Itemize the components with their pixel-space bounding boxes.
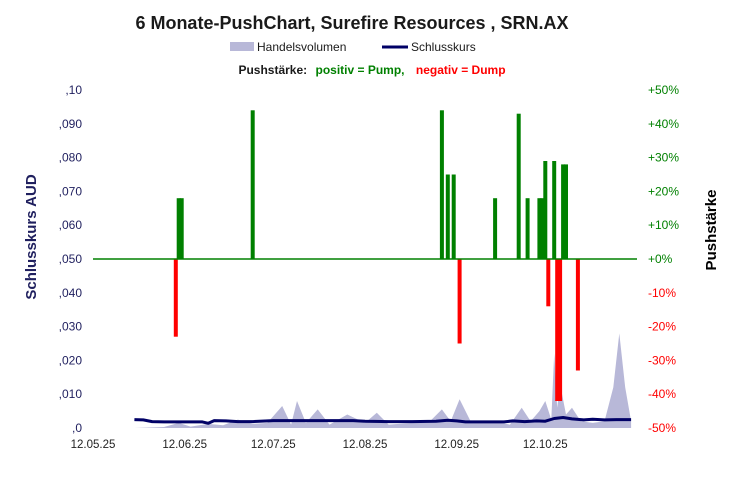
- subtitle-negative: negativ = Dump: [416, 63, 506, 77]
- right-axis-ticks: -50% -40% -30% -20% -10% +0% +10% +20% +30% +40% +…: [648, 83, 679, 435]
- push-bar-dump-20: [575, 259, 580, 371]
- push-bar-pump-13: [543, 161, 548, 259]
- price-line: [134, 416, 632, 425]
- push-bars-layer: [173, 110, 580, 401]
- push-bar-pump-6: [451, 174, 456, 259]
- y-axis-left-title: Schlusskurs AUD: [23, 174, 40, 299]
- left-tick-label: ,010: [59, 387, 83, 401]
- push-bar-pump-3: [250, 110, 255, 259]
- left-tick-label: ,10: [65, 83, 82, 97]
- price-line-layer: [134, 416, 632, 425]
- push-bar-dump-16: [555, 259, 560, 401]
- push-bar-pump-19: [564, 164, 568, 259]
- legend-volume-swatch: [230, 42, 254, 51]
- x-tick-label: 12.10.25: [523, 439, 568, 451]
- legend-price-label: Schlusskurs: [411, 40, 476, 54]
- left-tick-label: ,070: [59, 184, 83, 198]
- right-tick-label: +50%: [648, 83, 679, 97]
- push-bar-dump-7: [457, 259, 462, 344]
- push-bar-pump-4: [439, 110, 444, 259]
- x-axis-ticks: 12.05.25 12.06.25 12.07.25 12.08.25 12.09.25…: [71, 439, 568, 451]
- push-bar-pump-18: [561, 164, 566, 259]
- x-tick-label: 12.06.25: [162, 439, 207, 451]
- x-tick-label: 12.09.25: [434, 439, 479, 451]
- push-bar-pump-8: [493, 198, 498, 259]
- right-tick-label: -40%: [648, 387, 676, 401]
- left-tick-label: ,050: [59, 252, 83, 266]
- left-tick-label: ,020: [59, 353, 83, 367]
- right-tick-label: +0%: [648, 252, 673, 266]
- subtitle-positive: positiv = Pump,: [316, 63, 405, 77]
- push-bar-dump-17: [558, 259, 563, 401]
- y-axis-right-title: Pushstärke: [703, 190, 720, 271]
- pushstaerke-explanation: Pushstärke: positiv = Pump, negativ = Du…: [238, 63, 505, 77]
- x-tick-label: 12.07.25: [251, 439, 296, 451]
- push-bar-pump-10: [525, 198, 530, 259]
- right-tick-label: -10%: [648, 286, 676, 300]
- right-tick-label: +20%: [648, 184, 679, 198]
- left-tick-label: ,030: [59, 320, 83, 334]
- x-tick-label: 12.05.25: [71, 439, 116, 451]
- right-tick-label: -50%: [648, 421, 676, 435]
- x-tick-label: 12.08.25: [343, 439, 388, 451]
- legend: Handelsvolumen Schlusskurs: [230, 40, 476, 54]
- left-axis-ticks: ,0 ,010 ,020 ,030 ,040 ,050 ,060 ,070 ,080 ,090 ,1…: [59, 83, 83, 435]
- right-tick-label: +10%: [648, 218, 679, 232]
- left-tick-label: ,080: [59, 151, 83, 165]
- subtitle-prefix: Pushstärke:: [238, 63, 307, 77]
- push-bar-pump-11: [537, 198, 542, 259]
- left-tick-label: ,060: [59, 218, 83, 232]
- chart-title: 6 Monate-PushChart, Surefire Resources ,…: [135, 13, 568, 33]
- right-tick-label: -30%: [648, 353, 676, 367]
- push-bar-dump-14: [546, 259, 551, 307]
- left-tick-label: ,090: [59, 117, 83, 131]
- left-tick-label: ,040: [59, 286, 83, 300]
- push-bar-pump-1: [176, 198, 181, 259]
- push-bar-pump-12: [540, 198, 545, 259]
- legend-volume-label: Handelsvolumen: [257, 40, 346, 54]
- right-tick-label: -20%: [648, 320, 676, 334]
- push-bar-pump-2: [179, 198, 184, 259]
- push-bar-pump-15: [552, 161, 557, 259]
- push-bar-pump-5: [445, 174, 450, 259]
- push-bar-pump-9: [516, 113, 521, 259]
- push-bar-dump-0: [173, 259, 178, 337]
- right-tick-label: +30%: [648, 151, 679, 165]
- right-tick-label: +40%: [648, 117, 679, 131]
- left-tick-label: ,0: [72, 421, 82, 435]
